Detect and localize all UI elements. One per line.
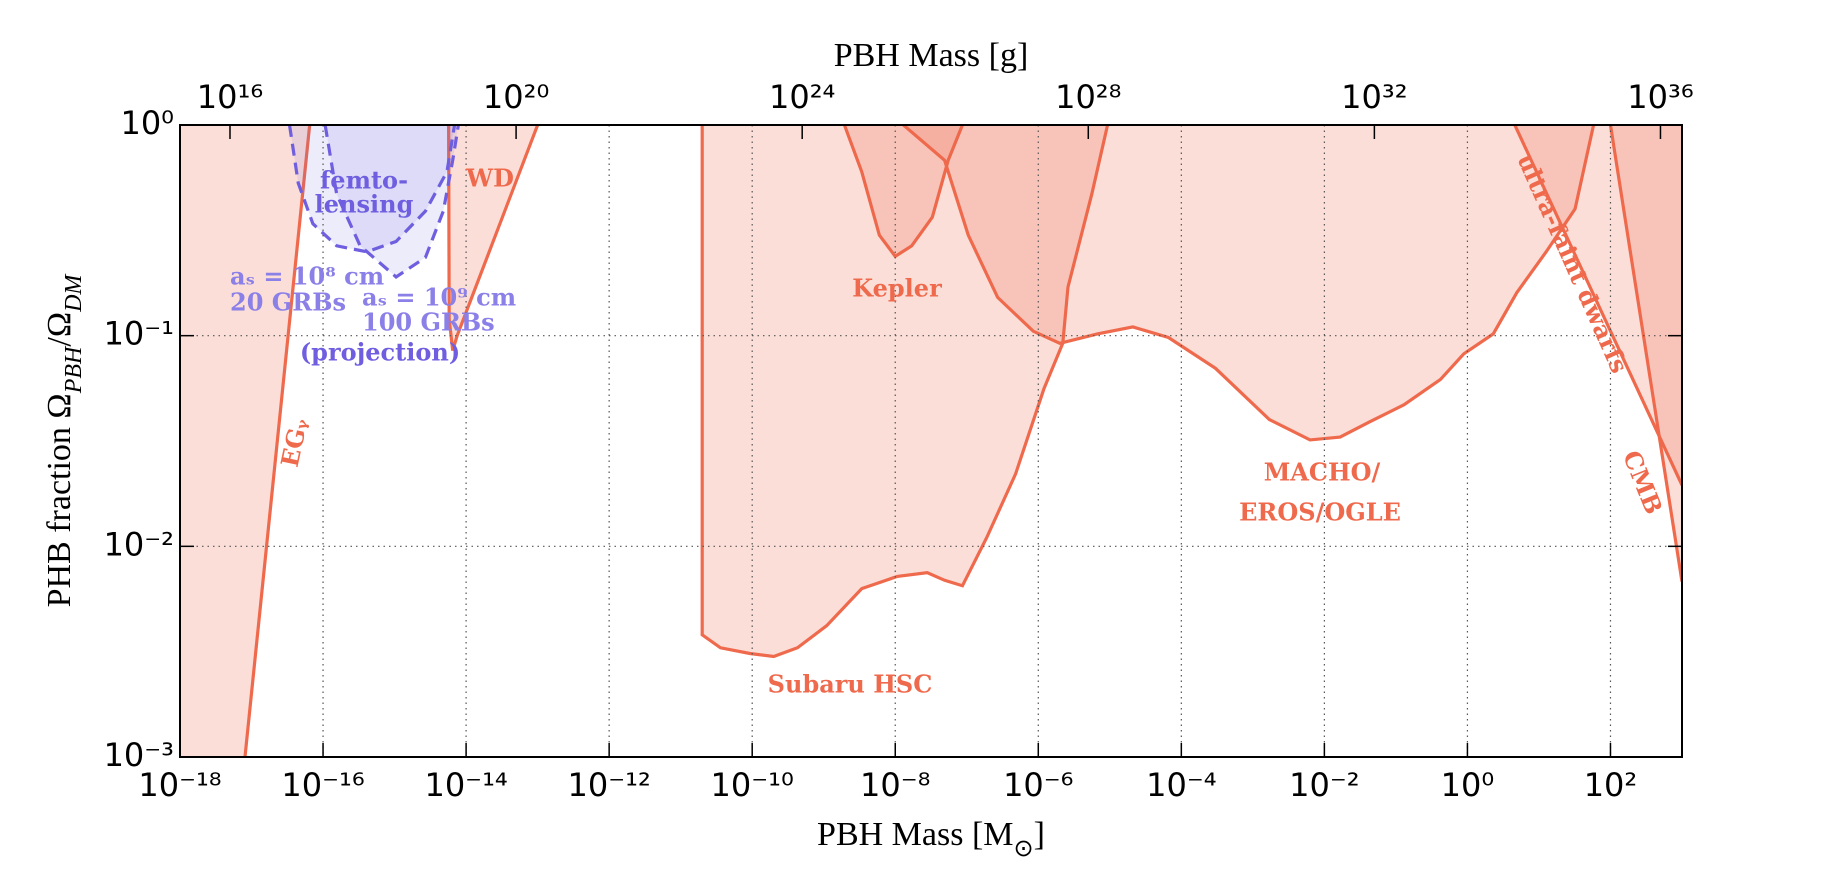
constraint-line xyxy=(842,125,964,259)
x2-tick-label: 10²⁰ xyxy=(483,78,549,116)
annotation: EROS/OGLE xyxy=(1239,498,1401,527)
constraint-line xyxy=(902,125,1596,442)
area-fill xyxy=(180,125,310,757)
x2-tick-label: 10²⁸ xyxy=(1055,78,1121,116)
y-axis-label-part: PHB fraction Ω xyxy=(41,393,78,607)
y-axis-label-part: /Ω xyxy=(41,312,78,347)
constraint-line xyxy=(1608,125,1682,582)
annotation: (projection) xyxy=(300,338,460,367)
annotation: aₛ = 10⁸ cm xyxy=(230,262,384,291)
annotation: aₛ = 10⁹ cm xyxy=(362,283,516,312)
x-tick-label: 10² xyxy=(1584,766,1638,804)
constraint-line xyxy=(287,125,457,254)
x-axis-label-part: PBH Mass [M xyxy=(817,816,1013,853)
plot-area xyxy=(180,125,1682,757)
y-tick-label: 10⁰ xyxy=(120,104,174,142)
x-tick-label: 10⁻⁶ xyxy=(1003,766,1073,804)
x-axis-label: PBH Mass [M⊙] xyxy=(817,816,1045,862)
x-axis-label-part: ⊙ xyxy=(1014,836,1034,862)
x-tick-label: 10⁻¹⁰ xyxy=(711,766,794,804)
x2-tick-label: 10³² xyxy=(1341,78,1407,116)
y-tick-label: 10⁻² xyxy=(104,525,174,563)
area-fill xyxy=(289,125,455,252)
y-axis-label-part: PBH xyxy=(61,345,87,394)
plot-frame xyxy=(179,124,1683,758)
annotation: 100 GRBs xyxy=(362,308,495,337)
annotation: Subaru HSC xyxy=(768,670,933,699)
y-tick-label: 10⁻¹ xyxy=(104,315,174,353)
x-tick-label: 10⁻¹⁴ xyxy=(424,766,507,804)
area-fill xyxy=(844,125,963,257)
x-tick-label: 10⁻⁴ xyxy=(1146,766,1216,804)
annotation: MACHO/ xyxy=(1264,458,1381,487)
constraint-line xyxy=(1513,125,1682,486)
area-fill xyxy=(903,125,1594,440)
y-tick-label: 10⁻³ xyxy=(104,736,174,774)
constraint-line xyxy=(447,125,540,351)
annotation: femto- xyxy=(320,166,408,195)
area-fill xyxy=(702,125,1108,657)
y-axis-label: PHB fraction ΩPBH/ΩDM xyxy=(41,273,87,608)
x-tick-label: 10⁻¹⁸ xyxy=(138,766,221,804)
x-tick-label: 10⁰ xyxy=(1441,766,1495,804)
constraint-line xyxy=(243,125,312,757)
x2-tick-label: 10³⁶ xyxy=(1627,78,1693,116)
x2-tick-label: 10¹⁶ xyxy=(197,78,263,116)
annotation: WD xyxy=(465,164,514,193)
x2-tick-label: 10²⁴ xyxy=(769,78,835,116)
constraint-line xyxy=(323,125,460,279)
x-tick-label: 10⁻¹² xyxy=(568,766,651,804)
x-axis-label-part: ] xyxy=(1034,816,1045,853)
annotation: lensing xyxy=(315,190,414,219)
annotation: Kepler xyxy=(852,274,942,303)
x2-axis-label: PBH Mass [g] xyxy=(834,37,1029,74)
y-axis-label-part: DM xyxy=(61,273,87,313)
x-tick-label: 10⁻⁸ xyxy=(860,766,930,804)
annotation: 20 GRBs xyxy=(230,288,346,317)
x-tick-label: 10⁻² xyxy=(1289,766,1359,804)
x-tick-label: 10⁻¹⁶ xyxy=(281,766,364,804)
